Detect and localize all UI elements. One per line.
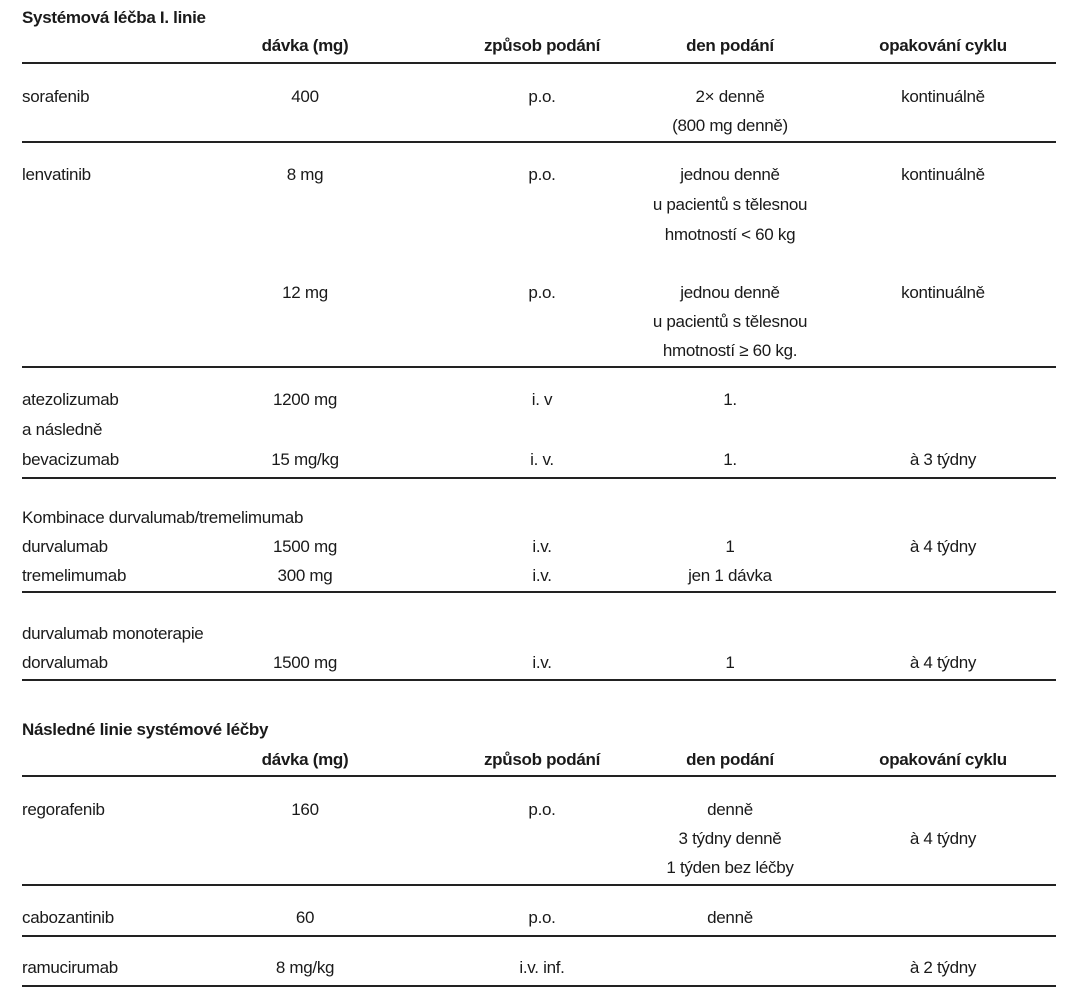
drug-name: regorafenib bbox=[22, 800, 105, 819]
day: jen 1 dávka bbox=[688, 566, 772, 585]
cycle: à 4 týdny bbox=[909, 829, 977, 848]
connector-text: a následně bbox=[22, 420, 103, 439]
day: 1 týden bez léčby bbox=[666, 858, 794, 877]
day: (800 mg denně) bbox=[672, 116, 788, 135]
day: 1 bbox=[725, 653, 735, 672]
drug-name: ramucirumab bbox=[22, 958, 118, 977]
divider bbox=[22, 884, 1056, 886]
divider bbox=[22, 775, 1056, 777]
cycle: à 4 týdny bbox=[909, 653, 977, 672]
section-title: Následné linie systémové léčby bbox=[22, 720, 269, 739]
divider bbox=[22, 591, 1056, 593]
drug-name: atezolizumab bbox=[22, 390, 119, 409]
drug-name: bevacizumab bbox=[22, 450, 119, 469]
day: 1. bbox=[723, 450, 737, 469]
route: p.o. bbox=[528, 908, 556, 927]
header-dose: dávka (mg) bbox=[261, 36, 349, 55]
route: i.v. bbox=[532, 653, 552, 672]
day: hmotností < 60 kg bbox=[664, 225, 796, 244]
header-day: den podání bbox=[686, 36, 774, 55]
day: denně bbox=[707, 908, 753, 927]
day: 3 týdny denně bbox=[678, 829, 782, 848]
cycle: à 4 týdny bbox=[909, 537, 977, 556]
divider bbox=[22, 62, 1056, 64]
divider bbox=[22, 935, 1056, 937]
day: u pacientů s tělesnou bbox=[652, 195, 808, 214]
dose: 1200 mg bbox=[272, 390, 338, 409]
dose: 160 bbox=[291, 800, 319, 819]
cycle: kontinuálně bbox=[901, 165, 985, 184]
cycle: à 2 týdny bbox=[909, 958, 977, 977]
dose: 1500 mg bbox=[272, 537, 338, 556]
section-title: Systémová léčba I. linie bbox=[22, 8, 206, 27]
cycle: kontinuálně bbox=[901, 283, 985, 302]
route: p.o. bbox=[528, 800, 556, 819]
day: u pacientů s tělesnou bbox=[652, 312, 808, 331]
drug-name: lenvatinib bbox=[22, 165, 91, 184]
route: i. v bbox=[531, 390, 553, 409]
divider bbox=[22, 679, 1056, 681]
header-dose: dávka (mg) bbox=[261, 750, 349, 769]
drug-name: cabozantinib bbox=[22, 908, 114, 927]
header-route: způsob podání bbox=[483, 36, 601, 55]
header-cycle: opakování cyklu bbox=[879, 750, 1007, 769]
route: p.o. bbox=[528, 283, 556, 302]
day: hmotností ≥ 60 kg. bbox=[662, 341, 798, 360]
divider bbox=[22, 366, 1056, 368]
route: i.v. bbox=[532, 566, 552, 585]
day: 2× denně bbox=[695, 87, 765, 106]
divider bbox=[22, 477, 1056, 479]
dose: 300 mg bbox=[277, 566, 333, 585]
divider bbox=[22, 141, 1056, 143]
dose: 8 mg bbox=[286, 165, 324, 184]
route: i.v. inf. bbox=[519, 958, 565, 977]
header-cycle: opakování cyklu bbox=[879, 36, 1007, 55]
dose: 15 mg/kg bbox=[271, 450, 339, 469]
header-day: den podání bbox=[686, 750, 774, 769]
dose: 8 mg/kg bbox=[275, 958, 335, 977]
drug-name: sorafenib bbox=[22, 87, 90, 106]
dose: 60 bbox=[295, 908, 315, 927]
route: p.o. bbox=[528, 87, 556, 106]
day: 1 bbox=[725, 537, 735, 556]
drug-name: dorvalumab bbox=[22, 653, 108, 672]
cycle: kontinuálně bbox=[901, 87, 985, 106]
drug-name: durvalumab bbox=[22, 537, 108, 556]
day: denně bbox=[707, 800, 753, 819]
dose: 400 bbox=[291, 87, 319, 106]
dose: 12 mg bbox=[282, 283, 328, 302]
group-label: durvalumab monoterapie bbox=[22, 624, 204, 643]
cycle: à 3 týdny bbox=[909, 450, 977, 469]
day: 1. bbox=[723, 390, 737, 409]
header-route: způsob podání bbox=[483, 750, 601, 769]
drug-name: tremelimumab bbox=[22, 566, 127, 585]
dose: 1500 mg bbox=[272, 653, 338, 672]
group-label: Kombinace durvalumab/tremelimumab bbox=[22, 508, 304, 527]
day: jednou denně bbox=[680, 165, 780, 184]
route: i. v. bbox=[530, 450, 554, 469]
route: p.o. bbox=[528, 165, 556, 184]
divider bbox=[22, 985, 1056, 987]
day: jednou denně bbox=[680, 283, 780, 302]
route: i.v. bbox=[532, 537, 552, 556]
